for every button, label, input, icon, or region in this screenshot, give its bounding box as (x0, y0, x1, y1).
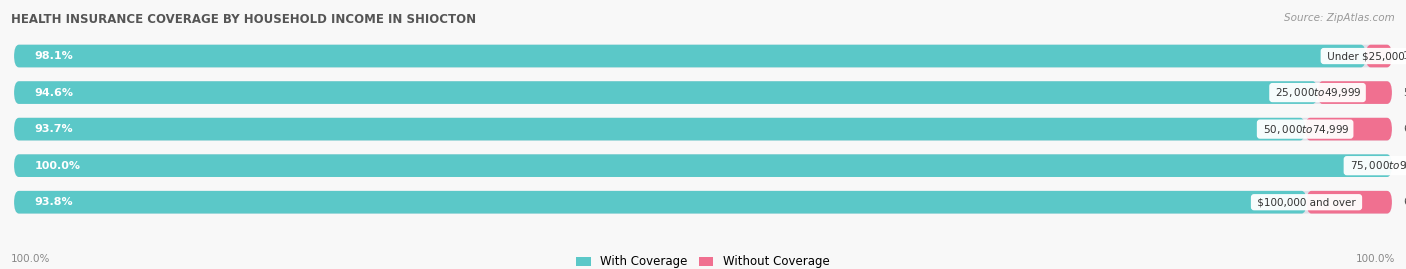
Text: $100,000 and over: $100,000 and over (1254, 197, 1360, 207)
Text: 98.1%: 98.1% (35, 51, 73, 61)
FancyBboxPatch shape (14, 45, 1392, 67)
Text: $75,000 to $99,999: $75,000 to $99,999 (1347, 159, 1406, 172)
Text: 100.0%: 100.0% (11, 254, 51, 264)
Text: 100.0%: 100.0% (35, 161, 80, 171)
FancyBboxPatch shape (1305, 118, 1392, 140)
Text: 6.3%: 6.3% (1403, 124, 1406, 134)
FancyBboxPatch shape (1306, 191, 1392, 214)
FancyBboxPatch shape (14, 191, 1392, 214)
Text: $50,000 to $74,999: $50,000 to $74,999 (1260, 123, 1350, 136)
Text: 100.0%: 100.0% (1355, 254, 1395, 264)
Text: 93.7%: 93.7% (35, 124, 73, 134)
FancyBboxPatch shape (14, 118, 1305, 140)
Text: 94.6%: 94.6% (35, 88, 73, 98)
Text: $25,000 to $49,999: $25,000 to $49,999 (1272, 86, 1362, 99)
FancyBboxPatch shape (14, 45, 1365, 67)
FancyBboxPatch shape (14, 118, 1392, 140)
Text: HEALTH INSURANCE COVERAGE BY HOUSEHOLD INCOME IN SHIOCTON: HEALTH INSURANCE COVERAGE BY HOUSEHOLD I… (11, 13, 477, 26)
Text: Source: ZipAtlas.com: Source: ZipAtlas.com (1284, 13, 1395, 23)
FancyBboxPatch shape (1317, 81, 1392, 104)
Text: 0.0%: 0.0% (1403, 161, 1406, 171)
Text: Under $25,000: Under $25,000 (1324, 51, 1406, 61)
FancyBboxPatch shape (1365, 45, 1392, 67)
FancyBboxPatch shape (14, 81, 1392, 104)
FancyBboxPatch shape (14, 191, 1306, 214)
Text: 1.9%: 1.9% (1403, 51, 1406, 61)
FancyBboxPatch shape (14, 154, 1392, 177)
FancyBboxPatch shape (14, 154, 1392, 177)
Text: 6.2%: 6.2% (1403, 197, 1406, 207)
Text: 93.8%: 93.8% (35, 197, 73, 207)
Legend: With Coverage, Without Coverage: With Coverage, Without Coverage (576, 256, 830, 268)
Text: 5.4%: 5.4% (1403, 88, 1406, 98)
FancyBboxPatch shape (14, 81, 1317, 104)
